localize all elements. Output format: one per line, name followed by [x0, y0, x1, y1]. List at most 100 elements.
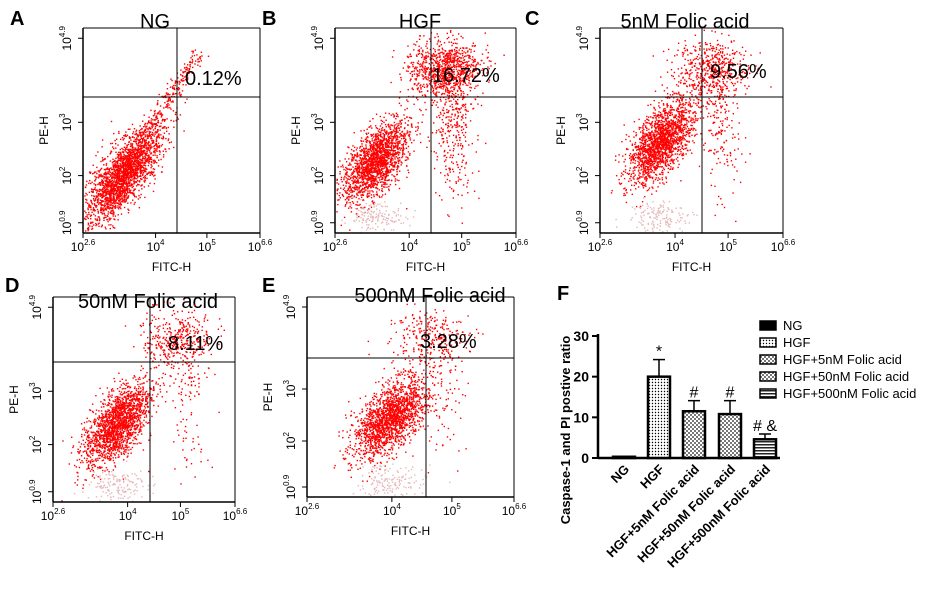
event-dot [145, 145, 148, 147]
event-dot [99, 188, 101, 191]
event-dot [437, 52, 440, 55]
event-dot [349, 185, 352, 188]
event-dot [367, 150, 370, 153]
event-dot [158, 146, 160, 149]
event-dot [395, 128, 397, 130]
event-dot [95, 224, 97, 227]
event-dot [144, 156, 147, 158]
event-dot [375, 193, 377, 196]
event-dot [365, 185, 368, 188]
event-dot [118, 208, 120, 210]
event-dot [158, 159, 160, 161]
event-dot [395, 214, 397, 216]
event-dot [354, 155, 356, 157]
event-dot [151, 138, 153, 140]
event-dot [488, 60, 490, 62]
event-dot [348, 168, 351, 170]
event-dot [444, 80, 446, 82]
event-dot [141, 170, 144, 172]
event-dot [153, 110, 156, 113]
event-dot [112, 187, 114, 189]
event-dot [143, 168, 145, 170]
event-dot [126, 164, 128, 166]
event-dot [373, 171, 375, 173]
event-dot [351, 201, 354, 203]
event-dot [382, 132, 384, 135]
event-dot [190, 61, 192, 64]
event-dot [408, 131, 411, 133]
event-dot [152, 172, 154, 174]
event-dot [158, 133, 160, 135]
event-dot [134, 159, 136, 161]
event-dot [372, 154, 374, 156]
event-dot [153, 171, 155, 173]
event-dot [96, 173, 98, 175]
event-dot [103, 212, 105, 215]
event-dot [98, 181, 101, 184]
event-dot [110, 201, 112, 203]
event-dot [370, 174, 372, 177]
event-dot [366, 133, 368, 135]
event-dot [126, 160, 128, 162]
event-dot [397, 144, 399, 146]
event-dot [175, 119, 177, 122]
event-dot [434, 36, 436, 39]
event-dot [130, 167, 132, 170]
event-dot [171, 86, 174, 88]
event-dot [110, 212, 112, 215]
event-dot [384, 156, 386, 159]
event-dot [403, 136, 405, 138]
event-dot [342, 195, 345, 198]
event-dot [350, 168, 353, 170]
event-dot [442, 75, 444, 78]
event-dot [340, 178, 342, 181]
event-dot [361, 149, 363, 151]
event-dot [389, 170, 392, 173]
event-dot [385, 140, 388, 142]
event-dot [398, 127, 400, 129]
event-dot [435, 93, 437, 95]
event-dot [116, 198, 119, 200]
event-dot [417, 127, 419, 129]
event-dot [114, 206, 116, 208]
event-dot [143, 139, 146, 142]
event-dot [103, 173, 105, 175]
event-dot [118, 182, 120, 184]
event-dot [454, 82, 456, 84]
event-dot [114, 163, 116, 165]
event-dot [154, 119, 156, 121]
event-dot [118, 180, 120, 182]
event-dot [96, 192, 98, 194]
event-dot [112, 164, 114, 166]
event-dot [385, 179, 387, 181]
event-dot [121, 163, 124, 165]
event-dot [381, 140, 383, 142]
event-dot [126, 184, 128, 187]
event-dot [132, 135, 134, 138]
event-dot [350, 188, 352, 190]
event-dot [347, 168, 349, 170]
event-dot [377, 133, 379, 135]
event-dot [353, 150, 355, 152]
event-dot [438, 79, 440, 81]
event-dot [362, 191, 364, 193]
event-dot [434, 68, 436, 70]
event-dot [421, 121, 423, 123]
event-dot [379, 179, 381, 181]
event-dot [409, 80, 411, 82]
event-dot [128, 184, 130, 187]
event-dot [388, 185, 390, 188]
event-dot [383, 130, 386, 132]
event-dot [131, 145, 133, 147]
event-dot [149, 131, 151, 134]
event-dot [395, 118, 397, 120]
event-dot [391, 139, 393, 141]
event-dot [382, 165, 384, 167]
event-dot [372, 163, 374, 165]
event-dot [382, 174, 385, 177]
event-dot [396, 174, 398, 176]
event-dot [125, 178, 127, 180]
event-dot [385, 167, 387, 169]
event-dot [387, 163, 389, 165]
event-dot [85, 215, 87, 218]
